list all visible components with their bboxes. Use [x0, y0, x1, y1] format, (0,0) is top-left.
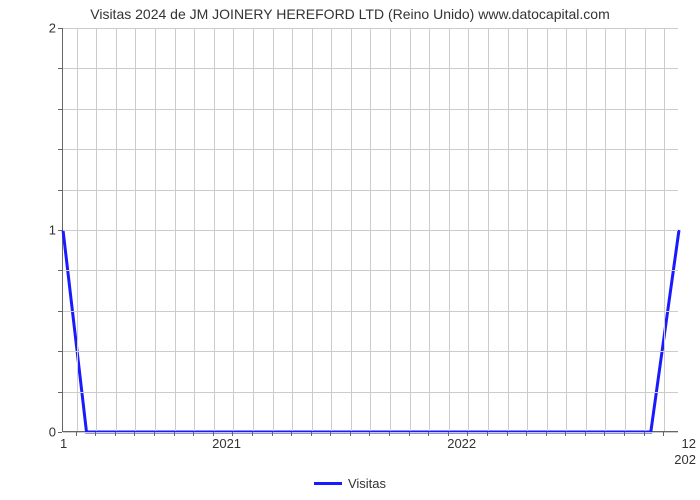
- gridline-v: [175, 28, 176, 431]
- legend: Visitas: [0, 472, 700, 491]
- xtick-minor: [252, 432, 253, 436]
- xtick-minor: [487, 432, 488, 436]
- gridline-v: [468, 28, 469, 431]
- gridline-v: [370, 28, 371, 431]
- xaxis-left-edge-label: 1: [60, 436, 67, 451]
- xtick-minor: [291, 432, 292, 436]
- xtick-minor: [272, 432, 273, 436]
- xtick-minor: [663, 432, 664, 436]
- ytick-label: 1: [16, 223, 56, 238]
- gridline-v: [351, 28, 352, 431]
- chart-container: Visitas 2024 de JM JOINERY HEREFORD LTD …: [0, 0, 700, 500]
- xtick-minor: [624, 432, 625, 436]
- gridline-v: [488, 28, 489, 431]
- xtick-minor: [154, 432, 155, 436]
- gridline-v: [390, 28, 391, 431]
- legend-item-visitas: Visitas: [314, 476, 386, 491]
- xtick-minor: [428, 432, 429, 436]
- xtick-minor: [369, 432, 370, 436]
- xtick-minor: [134, 432, 135, 436]
- gridline-v: [331, 28, 332, 431]
- chart-title: Visitas 2024 de JM JOINERY HEREFORD LTD …: [0, 6, 700, 22]
- gridline-v: [273, 28, 274, 431]
- xtick-minor: [389, 432, 390, 436]
- ytick-minor: [58, 351, 62, 352]
- xtick-minor: [311, 432, 312, 436]
- xtick-minor: [193, 432, 194, 436]
- xtick-minor: [546, 432, 547, 436]
- gridline-v: [116, 28, 117, 431]
- xtick-label: 2021: [212, 436, 241, 451]
- xtick-minor: [585, 432, 586, 436]
- xtick-minor: [644, 432, 645, 436]
- gridline-v: [625, 28, 626, 431]
- gridline-v: [214, 28, 215, 431]
- xtick-minor: [565, 432, 566, 436]
- ytick-minor: [58, 230, 62, 231]
- xaxis-right-edge-label-top: 12: [682, 436, 696, 451]
- gridline-v: [645, 28, 646, 431]
- ytick-label: 0: [16, 425, 56, 440]
- gridline-v: [194, 28, 195, 431]
- xtick-minor: [526, 432, 527, 436]
- xtick-label: 2022: [447, 436, 476, 451]
- ytick-minor: [58, 109, 62, 110]
- xtick-minor: [330, 432, 331, 436]
- gridline-v: [155, 28, 156, 431]
- gridline-v: [664, 28, 665, 431]
- gridline-v: [410, 28, 411, 431]
- gridline-v: [566, 28, 567, 431]
- gridline-v: [96, 28, 97, 431]
- ytick-minor: [58, 392, 62, 393]
- gridline-v: [605, 28, 606, 431]
- ytick-minor: [58, 149, 62, 150]
- xtick-minor: [604, 432, 605, 436]
- xtick-minor: [95, 432, 96, 436]
- gridline-v: [77, 28, 78, 431]
- xtick-minor: [174, 432, 175, 436]
- plot-area: [62, 28, 678, 432]
- gridline-v: [292, 28, 293, 431]
- gridline-v: [233, 28, 234, 431]
- gridline-v: [449, 28, 450, 431]
- gridline-v: [586, 28, 587, 431]
- xtick-minor: [409, 432, 410, 436]
- ytick-minor: [58, 190, 62, 191]
- xtick-minor: [507, 432, 508, 436]
- ytick-minor: [58, 28, 62, 29]
- gridline-v: [253, 28, 254, 431]
- xaxis-right-edge-label-bottom: 202: [674, 452, 696, 467]
- legend-swatch: [314, 482, 342, 485]
- ytick-minor: [58, 270, 62, 271]
- gridline-v: [527, 28, 528, 431]
- ytick-minor: [58, 432, 62, 433]
- gridline-v: [429, 28, 430, 431]
- ytick-minor: [58, 311, 62, 312]
- xtick-minor: [350, 432, 351, 436]
- legend-label: Visitas: [348, 476, 386, 491]
- gridline-v: [135, 28, 136, 431]
- gridline-v: [547, 28, 548, 431]
- ytick-minor: [58, 68, 62, 69]
- gridline-v: [312, 28, 313, 431]
- gridline-v: [508, 28, 509, 431]
- xtick-minor: [76, 432, 77, 436]
- ytick-label: 2: [16, 21, 56, 36]
- xtick-minor: [115, 432, 116, 436]
